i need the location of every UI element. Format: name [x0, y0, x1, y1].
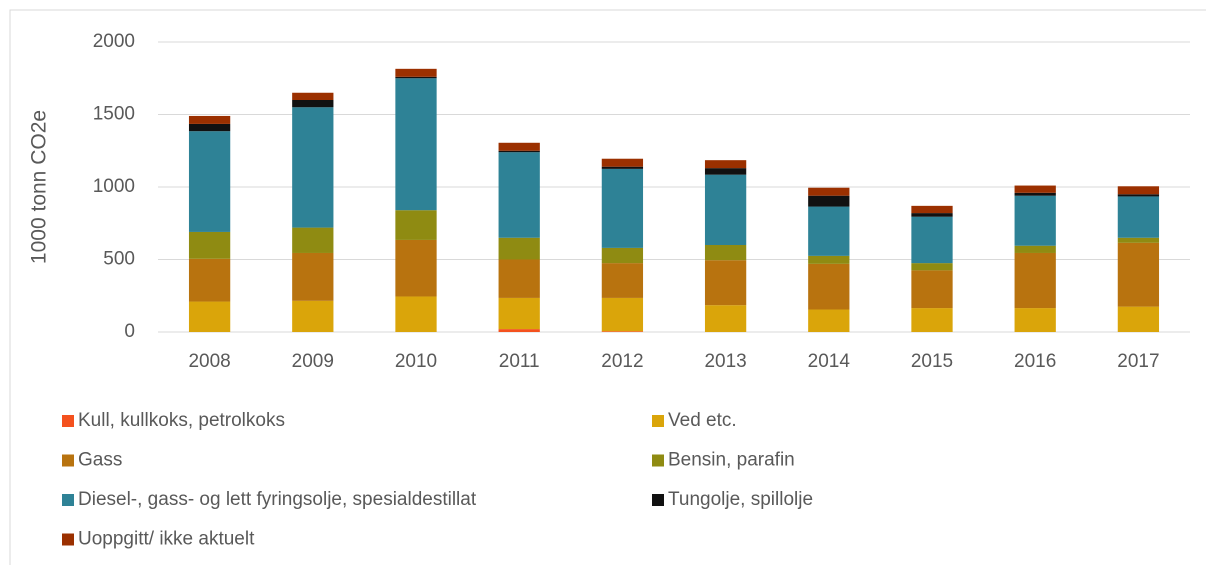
y-axis-label: 1000 tonn CO2e	[28, 110, 51, 264]
bar-segment	[1117, 242, 1160, 307]
bar-segment	[395, 296, 437, 332]
x-tick-label: 2016	[1014, 351, 1056, 372]
x-tick-label: 2011	[499, 351, 540, 372]
bar-segment	[292, 227, 334, 253]
bar-segment	[498, 237, 540, 260]
bar-segment	[395, 68, 437, 77]
legend-label: Gass	[78, 450, 122, 471]
legend-swatch	[62, 494, 74, 506]
bar-segment	[911, 308, 953, 332]
bar-segment	[1117, 186, 1160, 195]
bar-segment	[498, 329, 540, 332]
legend-swatch	[62, 454, 74, 467]
bar-segment	[1014, 195, 1056, 246]
bar-segment	[601, 166, 644, 169]
legend-label: Uoppgitt/ ikke aktuelt	[78, 529, 255, 550]
y-tick-label: 1500	[93, 104, 135, 125]
y-tick-label: 0	[124, 321, 135, 342]
bar-segment	[601, 247, 644, 264]
bar-segment	[1117, 306, 1160, 332]
bar-segment	[704, 245, 747, 261]
legend-label: Ved etc.	[668, 410, 737, 431]
y-tick-label: 500	[103, 249, 135, 270]
x-tick-label: 2013	[704, 351, 746, 372]
bar-segment	[498, 142, 540, 151]
bar-segment	[911, 205, 953, 214]
bar-segment	[395, 210, 437, 240]
bar-segment	[188, 131, 231, 232]
bar-segment	[292, 92, 334, 100]
x-tick-label: 2017	[1117, 351, 1159, 372]
x-tick-label: 2014	[808, 351, 851, 372]
bar-segment	[911, 270, 953, 309]
bar-segment	[188, 231, 231, 259]
legend-label: Diesel-, gass- og lett fyringsolje, spes…	[78, 489, 477, 510]
legend-swatch	[652, 415, 664, 427]
y-tick-label: 1000	[93, 176, 135, 197]
legend-swatch	[652, 454, 664, 467]
bar-segment	[1117, 194, 1160, 197]
bar-segment	[704, 174, 747, 245]
bar-segment	[292, 100, 334, 108]
bar-segment	[808, 309, 850, 332]
bar-segment	[704, 305, 747, 332]
bar-segment	[1014, 308, 1056, 332]
bar-segment	[808, 195, 850, 207]
legend-swatch	[62, 533, 74, 546]
bar-segment	[601, 297, 644, 332]
bar-segment	[1014, 245, 1056, 253]
legend-swatch	[652, 494, 664, 506]
bar-segment	[292, 300, 334, 332]
bar-segment	[498, 150, 540, 153]
bar-segment	[808, 255, 850, 264]
bar-segment	[808, 206, 850, 256]
bar-segment	[601, 263, 644, 298]
x-tick-label: 2010	[395, 351, 437, 372]
bar-segment	[808, 263, 850, 310]
x-tick-label: 2009	[292, 351, 334, 372]
bar-segment	[498, 259, 540, 298]
bar-segment	[1117, 196, 1160, 238]
bar-segment	[1117, 237, 1160, 243]
bar-segment	[601, 168, 644, 248]
chart-border	[9, 9, 1206, 570]
x-tick-label: 2008	[188, 351, 230, 372]
legend-label: Tungolje, spillolje	[668, 489, 813, 510]
x-tick-label: 2012	[601, 351, 643, 372]
bar-segment	[601, 158, 644, 167]
legend-label: Bensin, parafin	[668, 450, 795, 471]
bar-segment	[1014, 192, 1056, 196]
bar-segment	[292, 252, 334, 301]
bar-segment	[911, 216, 953, 264]
bar-segment	[911, 213, 953, 217]
bar-segment	[188, 123, 231, 132]
bar-segment	[704, 160, 747, 169]
bar-segment	[808, 187, 850, 196]
bar-segment	[188, 301, 231, 332]
legend-swatch	[62, 415, 74, 427]
bar-segment	[704, 168, 747, 175]
bar-segment	[188, 258, 231, 302]
bar-segment	[188, 115, 231, 124]
bar-segment	[498, 152, 540, 238]
bar-segment	[292, 107, 334, 228]
bar-segment	[395, 239, 437, 297]
bar-segment	[704, 260, 747, 306]
bar-segment	[1014, 252, 1056, 309]
bar-segment	[1014, 185, 1056, 193]
x-tick-label: 2015	[911, 351, 953, 372]
bar-segment	[911, 263, 953, 271]
bar-segment	[601, 331, 644, 332]
bar-segment	[395, 78, 437, 211]
bar-segment	[498, 297, 540, 330]
legend-label: Kull, kullkoks, petrolkoks	[78, 410, 285, 431]
y-tick-label: 2000	[93, 31, 135, 52]
bar-segment	[395, 76, 437, 79]
